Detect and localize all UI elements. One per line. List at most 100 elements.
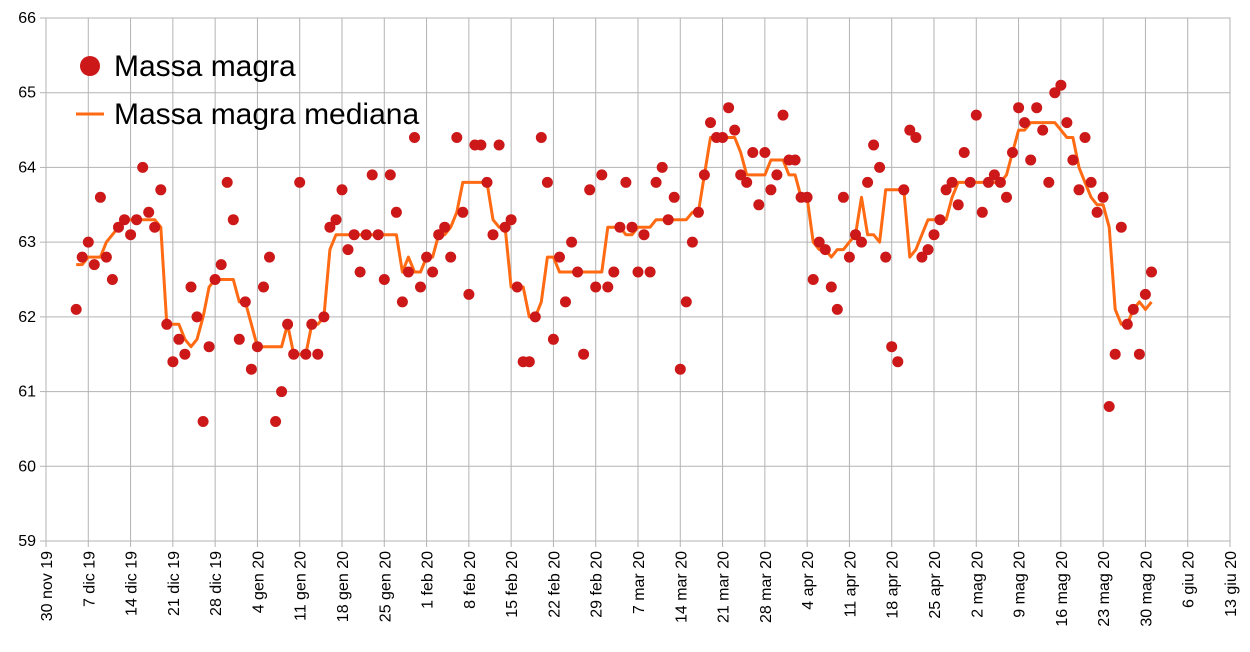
data-point: [777, 109, 789, 121]
data-point: [155, 184, 167, 196]
data-point: [916, 251, 928, 263]
x-tick-label: 29 feb 20: [589, 551, 606, 618]
data-point: [487, 229, 499, 241]
data-point: [1139, 288, 1151, 300]
data-point: [856, 236, 867, 248]
data-point: [1055, 79, 1067, 91]
data-point: [276, 386, 288, 398]
data-point: [354, 266, 366, 278]
data-point: [747, 147, 759, 158]
data-point: [360, 229, 372, 241]
data-point: [1007, 147, 1018, 158]
data-point: [686, 236, 698, 248]
data-point: [457, 206, 469, 218]
data-point: [813, 236, 825, 248]
data-point: [100, 251, 112, 263]
data-point: [850, 229, 861, 241]
data-point: [330, 214, 342, 226]
data-point: [1037, 124, 1049, 136]
data-point: [982, 176, 994, 188]
data-point: [433, 229, 445, 241]
x-tick-label: 6 giu 20: [1181, 551, 1198, 608]
data-point: [258, 281, 269, 293]
data-point: [650, 176, 662, 188]
data-point: [596, 169, 608, 181]
data-point: [82, 236, 94, 248]
x-tick-label: 18 apr 20: [885, 551, 902, 619]
data-point: [535, 132, 547, 143]
data-point: [602, 281, 614, 293]
data-point: [233, 333, 245, 345]
data-point: [1103, 401, 1115, 412]
data-point: [523, 356, 535, 368]
data-point: [191, 311, 203, 323]
x-tick-label: 21 dic 19: [166, 551, 183, 616]
data-point: [288, 348, 300, 360]
data-point: [922, 244, 934, 256]
legend-label-massa-magra: Massa magra: [114, 50, 296, 83]
data-point: [578, 348, 590, 360]
y-tick-label: 65: [18, 85, 36, 102]
data-point: [481, 176, 493, 188]
data-point: [415, 281, 426, 293]
data-point: [572, 266, 584, 278]
data-point: [1115, 221, 1127, 233]
data-point: [898, 184, 910, 196]
data-point: [76, 251, 88, 263]
x-tick-label: 9 mag 20: [1012, 551, 1029, 618]
data-point: [626, 221, 638, 233]
data-point: [886, 341, 898, 353]
data-point: [620, 176, 632, 188]
data-point: [976, 206, 988, 218]
y-tick-label: 60: [18, 458, 36, 475]
data-point: [402, 266, 414, 278]
data-point: [566, 236, 578, 248]
data-point: [499, 221, 511, 233]
data-point: [119, 214, 130, 226]
x-tick-label: 21 mar 20: [716, 551, 733, 623]
x-tick-label: 30 nov 19: [39, 551, 56, 621]
x-tick-label: 25 apr 20: [927, 551, 944, 619]
data-point: [958, 147, 970, 158]
points-series: [70, 79, 1157, 427]
x-tick-label: 13 giu 20: [1223, 551, 1240, 617]
data-point: [324, 221, 336, 233]
data-point: [698, 169, 710, 181]
median-series: [76, 121, 1153, 356]
data-point: [868, 139, 880, 151]
data-point: [789, 154, 801, 166]
x-tick-label: 4 apr 20: [800, 551, 817, 610]
data-point: [251, 341, 263, 353]
data-point: [106, 274, 118, 285]
data-point: [264, 251, 275, 263]
data-point: [765, 184, 777, 196]
data-point: [964, 176, 976, 188]
data-point: [348, 229, 360, 241]
data-point: [239, 296, 251, 308]
data-point: [306, 318, 318, 330]
data-point: [270, 416, 282, 427]
data-point: [203, 341, 215, 353]
data-point: [662, 214, 674, 226]
data-point: [1067, 154, 1079, 166]
x-axis-ticks: 30 nov 19 7 dic 19 14 dic 19 21 dic 19 28 di…: [39, 551, 1240, 627]
data-point: [541, 176, 553, 188]
x-tick-label: 1 feb 20: [420, 551, 437, 609]
data-point: [928, 229, 940, 241]
data-point: [801, 191, 813, 203]
x-tick-label: 28 dic 19: [208, 551, 225, 616]
data-point: [1019, 117, 1031, 129]
data-point: [390, 206, 402, 218]
data-point: [656, 161, 668, 173]
data-point: [560, 296, 571, 308]
data-point: [892, 356, 904, 368]
data-point: [632, 266, 644, 278]
x-tick-label: 14 dic 19: [124, 551, 141, 616]
data-point: [493, 139, 505, 151]
data-point: [970, 109, 982, 121]
data-point: [1085, 176, 1097, 188]
data-point: [1073, 184, 1085, 196]
data-point: [409, 132, 420, 143]
legend: Massa magra Massa magra mediana: [76, 50, 419, 131]
